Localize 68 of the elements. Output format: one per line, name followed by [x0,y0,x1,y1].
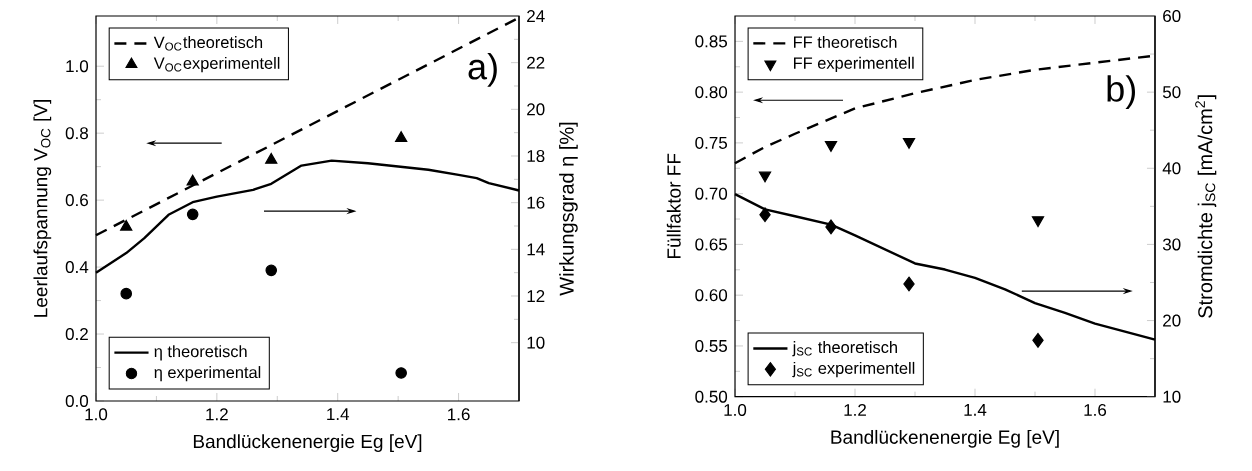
y2-tick-label: 30 [1162,238,1181,251]
y-tick-label: 0.6 [65,194,88,207]
legend-label: V$_{OC}$theoretisch [153,36,263,51]
legend-label: j$_{SC}$ theoretisch [792,341,897,357]
y2-tick-label: 14 [527,243,545,256]
point [903,276,915,292]
y2-tick-label: 12 [527,290,545,302]
x-axis-title: Bandlückenenergie Eg [eV] [193,434,422,452]
y2-tick-label: 20 [1163,314,1181,327]
point [395,131,408,142]
x-axis-title: Bandlückenenergie Eg [eV] [831,429,1059,448]
y-tick-label: 0.2 [65,328,88,341]
legend-label: η theoretisch [154,345,247,361]
y2-tick-label: 24 [527,10,545,22]
point [265,264,278,277]
y-tick-label: 0.70 [695,187,728,200]
point [824,141,838,152]
legend-label: η experimental [154,366,261,382]
annotation: b) [1107,75,1135,109]
x-tick-label: 1.0 [724,403,747,416]
y2-tick-label: 20 [527,103,545,116]
y-tick-label: 0.0 [65,395,89,408]
point [1032,332,1044,348]
y-tick-label: 0.50 [695,390,728,403]
x-tick-label: 1.2 [844,403,866,416]
y-tick-label: 0.55 [695,339,728,352]
y2-tick-label: 22 [527,56,545,69]
y2-tick-label: 10 [527,336,545,349]
y2-tick-label: 10 [1163,390,1181,403]
legend-label: j$_{SC}$ experimentell [792,361,915,378]
point [759,207,771,223]
y-tick-label: 0.75 [695,136,728,149]
point [186,208,199,221]
x-tick-label: 1.6 [448,408,470,421]
y-tick-label: 0.4 [65,261,89,274]
legend-label: FF experimentell [794,56,914,73]
y2-tick-label: 50 [1162,86,1181,99]
point [395,367,407,379]
point [186,174,199,186]
x-tick-label: 1.6 [1084,403,1107,416]
point [758,171,772,183]
point [265,152,278,164]
y-tick-label: 0.8 [65,127,88,140]
x-tick-label: 1.0 [85,408,108,421]
x-tick-label: 1.4 [327,408,350,420]
y-tick-label: 0.60 [695,289,728,302]
point [902,138,916,149]
point [120,219,133,231]
legend-label: FF theoretisch [794,35,897,48]
y2-tick-label: 18 [527,149,545,162]
legend-label: V$_{OC}$experimentell [153,56,280,73]
y2-tick-label: 16 [527,196,545,209]
y-tick-label: 0.85 [695,35,728,48]
point [825,219,837,235]
x-tick-label: 1.4 [964,403,987,416]
y-axis-title: Füllfaktor FF [666,153,681,259]
y-tick-label: 0.65 [695,238,728,251]
y2-tick-label: 40 [1162,162,1181,175]
point [1031,216,1045,228]
y2-axis-title: Stromdichte j$_{SC}$ [mA/cm$^{2}$] [1195,95,1217,318]
y2-tick-label: 60 [1163,10,1181,23]
y2-axis-title: Wirkungsgrad η [%] [559,122,578,296]
y-tick-label: 0.80 [695,86,728,99]
point [120,287,133,300]
y-axis-title: Leerlaufspannung V$_{OC}$ [V] [33,100,52,317]
x-tick-label: 1.2 [206,408,228,421]
y-tick-label: 1.0 [66,60,89,73]
annotation: a) [468,53,497,87]
